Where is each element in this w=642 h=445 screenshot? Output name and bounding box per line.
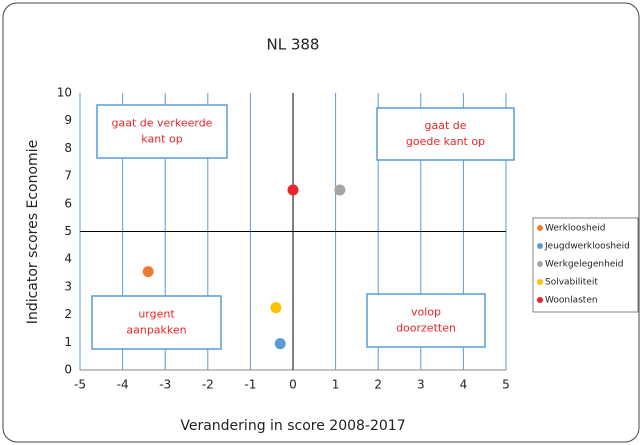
legend-marker xyxy=(537,243,543,249)
legend-marker xyxy=(537,279,543,285)
legend-box xyxy=(532,217,639,313)
annotation-text: volop xyxy=(411,306,441,319)
y-tick-label: 3 xyxy=(64,279,72,293)
data-point xyxy=(270,302,282,314)
chart-title: NL 388 xyxy=(267,36,320,54)
legend-label: Woonlasten xyxy=(545,296,598,306)
annotation-text: gaat de verkeerde xyxy=(112,117,213,130)
legend-label: Jeugdwerkloosheid xyxy=(544,242,630,252)
y-tick-label: 0 xyxy=(64,363,72,377)
x-tick-label: 0 xyxy=(289,378,297,392)
y-tick-label: 1 xyxy=(64,335,72,349)
legend-marker xyxy=(537,225,543,231)
y-tick-label: 4 xyxy=(64,252,72,266)
legend-label: Solvabiliteit xyxy=(545,278,598,288)
y-tick-label: 7 xyxy=(64,169,72,183)
data-point xyxy=(334,184,346,196)
x-tick-label: 4 xyxy=(460,378,468,392)
annotation-text: doorzetten xyxy=(396,322,456,335)
annotation-text: kant op xyxy=(141,133,182,146)
data-point xyxy=(287,184,299,196)
y-tick-label: 10 xyxy=(57,86,72,100)
x-tick-label: 1 xyxy=(332,378,340,392)
x-tick-label: -1 xyxy=(244,378,256,392)
y-tick-label: 8 xyxy=(64,141,72,155)
x-tick-label: -2 xyxy=(202,378,214,392)
legend-marker xyxy=(537,261,543,267)
legend-label: Werkgelegenheid xyxy=(545,260,624,270)
legend-marker xyxy=(537,297,543,303)
x-tick-label: -4 xyxy=(117,378,129,392)
annotation-text: aanpakken xyxy=(126,324,186,337)
x-axis-label: Verandering in score 2008-2017 xyxy=(180,418,405,434)
y-axis-label: Indicator scores Economie xyxy=(25,140,41,324)
annotation-box xyxy=(91,295,222,350)
y-tick-label: 9 xyxy=(64,113,72,127)
annotation-text: urgent xyxy=(138,308,175,321)
data-point xyxy=(274,338,286,350)
x-tick-label: 5 xyxy=(502,378,510,392)
x-tick-label: -3 xyxy=(159,378,171,392)
annotation-box xyxy=(96,104,228,159)
legend-label: Werkloosheid xyxy=(545,224,605,234)
y-tick-label: 5 xyxy=(64,224,72,238)
x-tick-label: 2 xyxy=(374,378,382,392)
data-point xyxy=(142,266,154,278)
y-tick-label: 6 xyxy=(64,196,72,210)
y-tick-label: 2 xyxy=(64,307,72,321)
x-tick-label: 3 xyxy=(417,378,425,392)
annotation-text: goede kant op xyxy=(406,135,485,148)
x-tick-label: -5 xyxy=(74,378,86,392)
annotation-text: gaat de xyxy=(424,119,466,132)
annotation-box xyxy=(376,107,515,161)
annotation-box xyxy=(366,293,486,348)
